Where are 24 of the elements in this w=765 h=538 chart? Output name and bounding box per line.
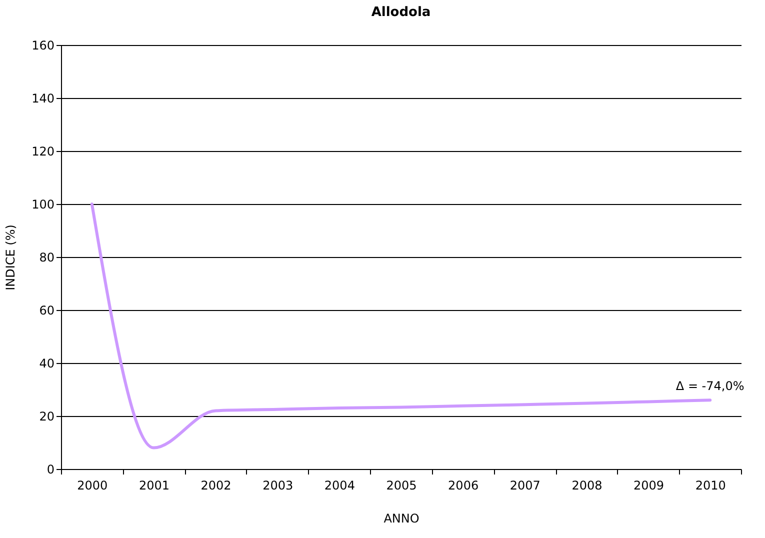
- y-tick-label: 80: [39, 250, 54, 264]
- x-tick-label: 2002: [200, 478, 232, 492]
- x-tick-label: 2006: [448, 478, 479, 492]
- x-tick-label: 2003: [262, 478, 294, 492]
- annotation: Δ = -74,0%: [676, 379, 744, 394]
- x-tick-label: 2009: [634, 478, 664, 492]
- x-tick-label: 2004: [324, 478, 355, 492]
- y-tick-label: 160: [32, 38, 54, 52]
- x-tick-label: 2008: [572, 478, 602, 492]
- y-tick-label: 60: [39, 304, 54, 318]
- x-axis-title: ANNO: [384, 512, 420, 526]
- y-tick-label: 40: [39, 356, 54, 370]
- x-tick-label: 2001: [138, 478, 170, 492]
- y-tick-label: 100: [32, 198, 54, 212]
- y-tick-label: 120: [32, 144, 54, 158]
- x-tick-label: 2000: [77, 478, 108, 492]
- x-tick-label: 2010: [695, 478, 726, 492]
- y-tick-label: 140: [32, 92, 54, 106]
- y-tick-label: 20: [39, 410, 54, 424]
- x-tick-label: 2007: [510, 478, 540, 492]
- y-axis-title: INDICE (%): [4, 224, 18, 290]
- x-tick-label: 2005: [386, 478, 417, 492]
- chart-title: Allodola: [371, 5, 431, 20]
- y-tick-label: 0: [46, 462, 54, 476]
